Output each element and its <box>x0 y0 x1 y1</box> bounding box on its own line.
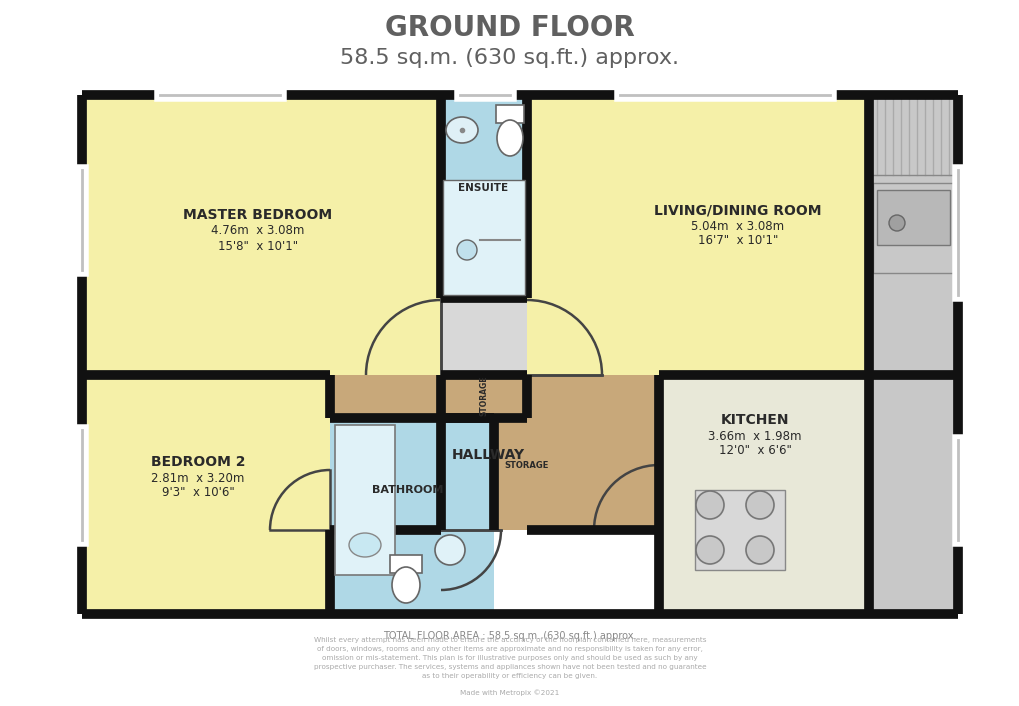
Text: 5.04m  x 3.08m: 5.04m x 3.08m <box>691 220 784 232</box>
Bar <box>334 425 394 575</box>
Circle shape <box>695 491 723 519</box>
Bar <box>330 375 658 530</box>
Bar <box>82 95 440 375</box>
Text: STORAGE: STORAGE <box>504 460 548 469</box>
Ellipse shape <box>445 117 478 143</box>
Text: ENSUITE: ENSUITE <box>458 183 507 193</box>
Text: 3.66m  x 1.98m: 3.66m x 1.98m <box>707 429 801 443</box>
Text: BEDROOM 2: BEDROOM 2 <box>151 455 245 469</box>
Circle shape <box>457 240 477 260</box>
Bar <box>330 418 493 614</box>
Bar <box>527 95 957 375</box>
Text: 15'8"  x 10'1": 15'8" x 10'1" <box>218 239 298 253</box>
Text: GROUND FLOOR: GROUND FLOOR <box>385 14 634 42</box>
Ellipse shape <box>348 533 381 557</box>
Text: 9'3"  x 10'6": 9'3" x 10'6" <box>161 486 234 500</box>
Bar <box>872 183 953 273</box>
Bar <box>658 530 868 614</box>
Text: HALLWAY: HALLWAY <box>451 448 524 462</box>
Bar <box>82 375 330 614</box>
Bar <box>876 190 949 245</box>
Text: 16'7"  x 10'1": 16'7" x 10'1" <box>697 234 777 248</box>
Text: LIVING/DINING ROOM: LIVING/DINING ROOM <box>653 203 821 217</box>
Text: 12'0"  x 6'6": 12'0" x 6'6" <box>717 445 791 457</box>
Bar <box>442 180 525 295</box>
Bar <box>493 418 658 530</box>
Bar <box>389 555 422 573</box>
Bar <box>495 105 524 123</box>
Bar <box>694 490 785 570</box>
Text: KITCHEN: KITCHEN <box>720 413 789 427</box>
Text: 4.76m  x 3.08m: 4.76m x 3.08m <box>211 225 305 237</box>
Circle shape <box>695 536 723 564</box>
Text: BATHROOM: BATHROOM <box>372 485 443 495</box>
Circle shape <box>745 536 773 564</box>
Text: Made with Metropix ©2021: Made with Metropix ©2021 <box>460 690 559 696</box>
Bar <box>868 95 957 614</box>
Text: TOTAL FLOOR AREA : 58.5 sq.m. (630 sq.ft.) approx.: TOTAL FLOOR AREA : 58.5 sq.m. (630 sq.ft… <box>383 631 636 641</box>
Bar <box>440 375 527 418</box>
Text: 58.5 sq.m. (630 sq.ft.) approx.: 58.5 sq.m. (630 sq.ft.) approx. <box>340 48 679 68</box>
Bar <box>658 375 868 614</box>
Bar <box>440 95 527 298</box>
Text: MASTER BEDROOM: MASTER BEDROOM <box>183 208 332 222</box>
Bar <box>440 298 527 375</box>
Ellipse shape <box>391 567 420 603</box>
Circle shape <box>889 215 904 231</box>
Text: STORAGE: STORAGE <box>479 376 488 417</box>
Text: 2.81m  x 3.20m: 2.81m x 3.20m <box>151 472 245 484</box>
Ellipse shape <box>434 535 465 565</box>
Bar <box>870 97 955 175</box>
Ellipse shape <box>496 120 523 156</box>
Circle shape <box>745 491 773 519</box>
Text: Whilst every attempt has been made to ensure the accuracy of the floorplan conta: Whilst every attempt has been made to en… <box>314 637 705 679</box>
